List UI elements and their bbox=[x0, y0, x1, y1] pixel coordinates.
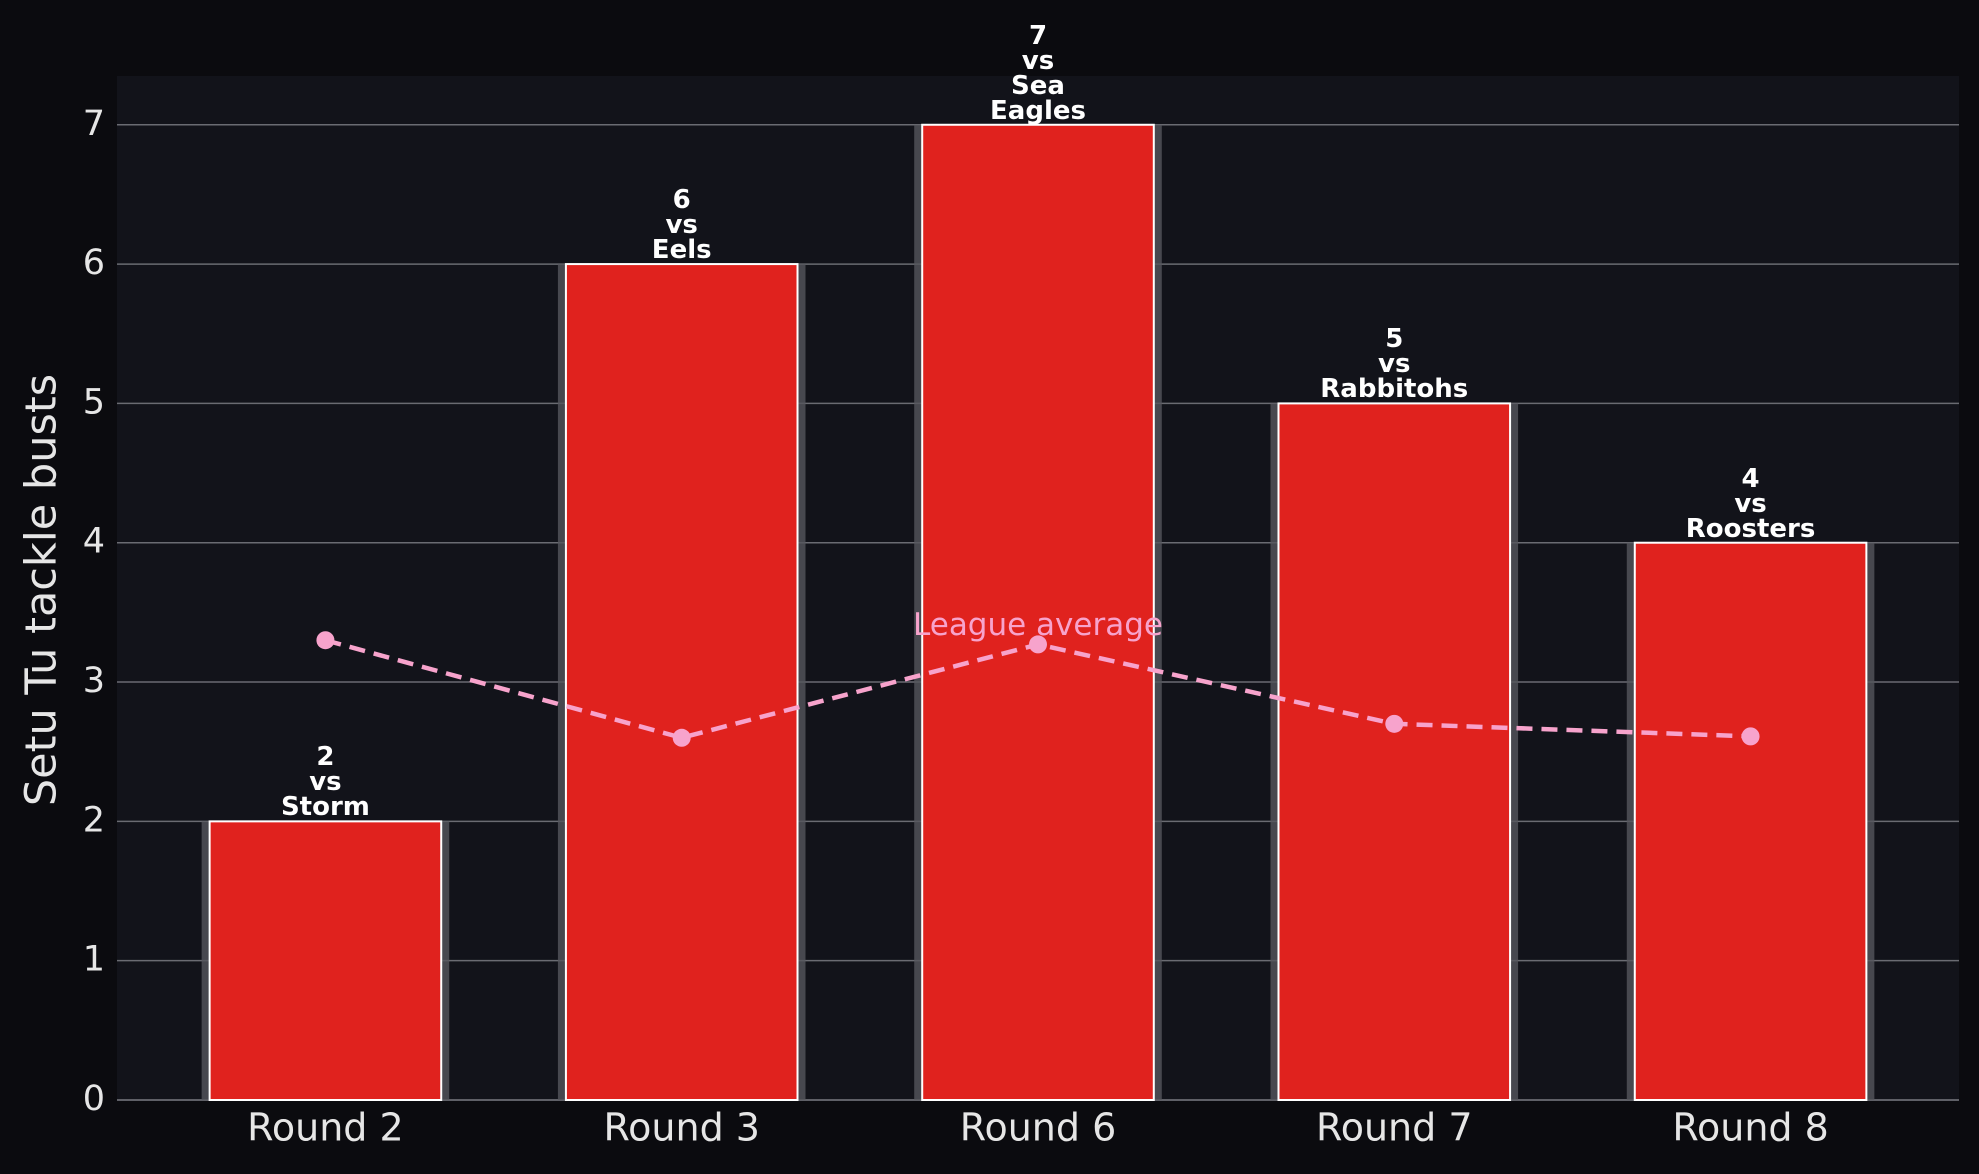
y-tick-label: 4 bbox=[83, 522, 105, 562]
y-tick-label: 3 bbox=[83, 661, 105, 701]
average-annotation: League average bbox=[913, 607, 1163, 643]
average-marker bbox=[672, 728, 691, 747]
average-marker bbox=[1741, 727, 1760, 746]
y-tick-label: 6 bbox=[83, 243, 105, 283]
bar bbox=[564, 263, 799, 1102]
y-tick-label: 5 bbox=[83, 382, 105, 422]
y-tick-label: 0 bbox=[83, 1079, 105, 1119]
value-label: 5 vs Rabbitohs bbox=[1320, 324, 1469, 405]
value-label: 4 vs Roosters bbox=[1685, 463, 1816, 544]
x-tick-label: Round 8 bbox=[1672, 1106, 1829, 1150]
value-label: 2 vs Storm bbox=[280, 742, 370, 823]
x-tick-label: Round 7 bbox=[1316, 1106, 1473, 1150]
value-label: 6 vs Eels bbox=[651, 185, 712, 266]
y-tick-label: 2 bbox=[83, 800, 105, 840]
average-marker bbox=[316, 631, 335, 650]
average-marker bbox=[1385, 714, 1404, 733]
y-axis-label: Setu Tu tackle busts bbox=[17, 374, 67, 806]
bar bbox=[1633, 541, 1868, 1101]
y-tick-label: 7 bbox=[83, 104, 105, 144]
y-tick-label: 1 bbox=[83, 940, 105, 980]
x-tick-label: Round 6 bbox=[960, 1106, 1117, 1150]
bar bbox=[1277, 402, 1512, 1101]
value-label: 7 vs Sea Eagles bbox=[990, 20, 1086, 126]
average-marker bbox=[1029, 635, 1047, 654]
bar bbox=[921, 123, 1155, 1101]
x-tick-label: Round 3 bbox=[603, 1106, 760, 1150]
bar bbox=[208, 820, 443, 1101]
x-tick-label: Round 2 bbox=[247, 1106, 404, 1150]
